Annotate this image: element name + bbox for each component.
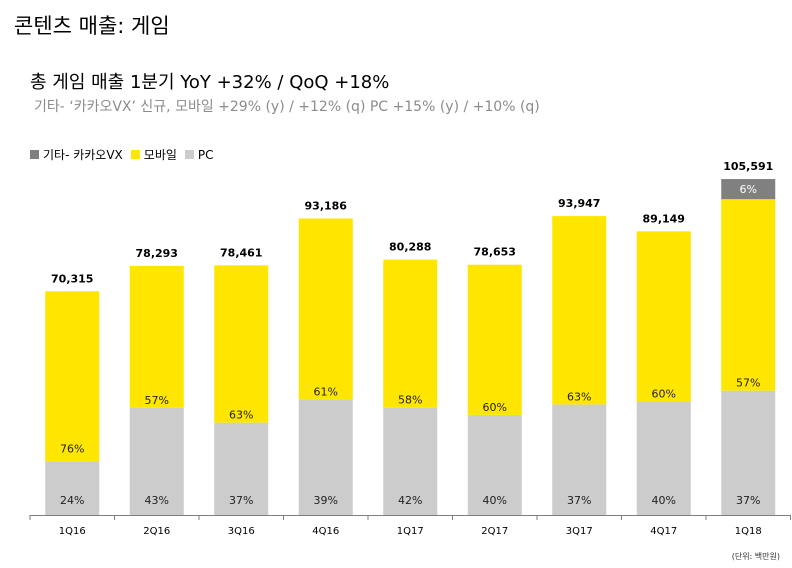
total-label: 78,653 bbox=[474, 246, 516, 259]
bar-pc bbox=[45, 461, 100, 515]
x-tick-label: 2Q17 bbox=[481, 526, 508, 537]
share-label-mobile: 57% bbox=[145, 394, 169, 407]
bar-mobile bbox=[467, 264, 522, 415]
x-tick-label: 4Q16 bbox=[312, 526, 339, 537]
bar-mobile bbox=[45, 291, 100, 462]
legend-item-mobile: 모바일 bbox=[130, 146, 177, 163]
share-label-pc: 39% bbox=[314, 494, 338, 507]
bar-mobile bbox=[721, 199, 776, 391]
share-label-mobile: 63% bbox=[229, 409, 253, 422]
headline: 총 게임 매출 1분기 YoY +32% / QoQ +18% bbox=[30, 72, 390, 93]
share-label-mobile: 60% bbox=[483, 401, 507, 414]
x-tick-label: 1Q16 bbox=[59, 526, 86, 537]
bar-mobile bbox=[298, 218, 353, 400]
legend-label-pc: PC bbox=[197, 147, 214, 162]
unit-note: (단위: 백만원) bbox=[731, 552, 780, 561]
x-tick-label: 1Q18 bbox=[735, 526, 762, 537]
x-tick-label: 2Q16 bbox=[143, 526, 170, 537]
x-tick-label: 3Q17 bbox=[566, 526, 593, 537]
total-label: 89,149 bbox=[643, 212, 685, 225]
share-label-pc: 42% bbox=[398, 494, 422, 507]
legend-item-other: 기타- 카카오VX bbox=[30, 146, 123, 163]
share-label-pc: 43% bbox=[145, 494, 169, 507]
share-label-mobile: 76% bbox=[60, 442, 84, 455]
chart-legend: 기타- 카카오VX 모바일 PC bbox=[30, 146, 214, 163]
bar-pc bbox=[383, 407, 438, 515]
page-title: 콘텐츠 매출: 게임 bbox=[14, 14, 170, 38]
share-label-mobile: 57% bbox=[736, 377, 760, 390]
bar-other bbox=[721, 179, 776, 200]
bar-pc bbox=[721, 390, 776, 515]
total-label: 78,461 bbox=[220, 246, 262, 259]
legend-swatch-other bbox=[30, 150, 39, 159]
bar-mobile bbox=[129, 265, 184, 408]
share-label-mobile: 63% bbox=[567, 390, 591, 403]
legend-swatch-mobile bbox=[130, 150, 140, 159]
x-tick-label: 3Q16 bbox=[228, 526, 255, 537]
share-label-pc: 37% bbox=[229, 494, 253, 507]
share-label-pc: 37% bbox=[567, 494, 591, 507]
total-label: 105,591 bbox=[723, 160, 773, 173]
bar-mobile bbox=[552, 216, 607, 405]
bar-pc bbox=[552, 404, 607, 515]
legend-item-pc: PC bbox=[184, 147, 214, 162]
total-label: 80,288 bbox=[389, 241, 431, 254]
total-label: 93,947 bbox=[558, 197, 600, 210]
x-tick-label: 4Q17 bbox=[650, 526, 677, 537]
bar-pc bbox=[214, 422, 269, 515]
total-label: 70,315 bbox=[51, 272, 93, 285]
bar-pc bbox=[636, 401, 691, 515]
legend-swatch-pc bbox=[184, 150, 194, 159]
legend-label-mobile: 모바일 bbox=[143, 148, 177, 162]
share-label-pc: 24% bbox=[60, 494, 84, 507]
bar-mobile bbox=[214, 265, 269, 423]
bar-mobile bbox=[636, 231, 691, 402]
share-label-mobile: 60% bbox=[652, 388, 676, 401]
share-label-mobile: 58% bbox=[398, 394, 422, 407]
bar-pc bbox=[129, 407, 184, 515]
x-tick-label: 1Q17 bbox=[397, 526, 424, 537]
bar-pc bbox=[467, 414, 522, 515]
share-label-pc: 40% bbox=[652, 494, 676, 507]
share-label-pc: 37% bbox=[736, 494, 760, 507]
subheadline: 기타- ‘카카오VX’ 신규, 모바일 +29% (y) / +12% (q) … bbox=[34, 99, 540, 115]
legend-label-other: 기타- 카카오VX bbox=[43, 148, 123, 162]
total-label: 78,293 bbox=[136, 247, 178, 260]
share-label-mobile: 61% bbox=[314, 385, 338, 398]
share-label-other: 6% bbox=[740, 183, 757, 196]
share-label-pc: 40% bbox=[483, 494, 507, 507]
bar-mobile bbox=[383, 259, 438, 408]
total-label: 93,186 bbox=[305, 199, 348, 212]
bar-pc bbox=[298, 399, 353, 515]
